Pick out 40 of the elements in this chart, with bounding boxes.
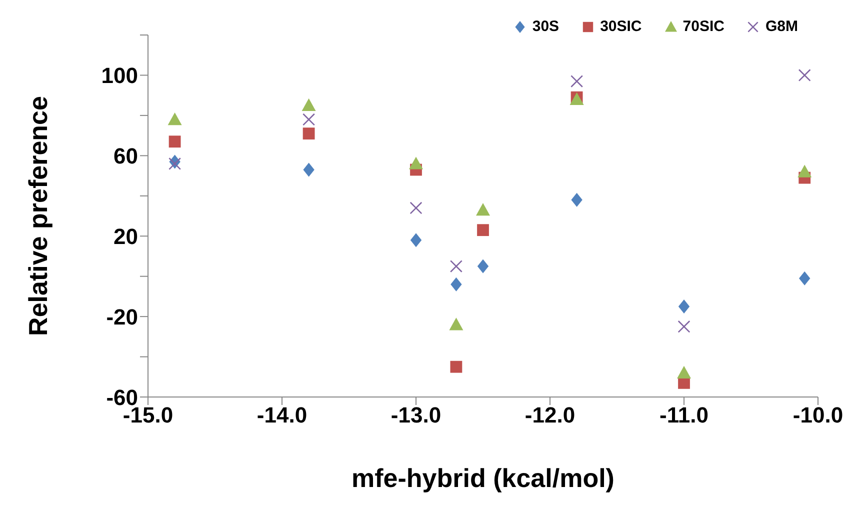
y-tick-label: -20 — [106, 304, 138, 330]
point — [302, 113, 316, 126]
point — [168, 112, 182, 126]
point — [168, 157, 182, 170]
legend-label: 30S — [532, 18, 560, 35]
point — [476, 202, 490, 216]
y-tick-label: 20 — [114, 224, 138, 249]
point — [571, 192, 582, 207]
point — [449, 318, 464, 330]
point — [798, 68, 811, 82]
y-axis-title: Relative preference — [23, 96, 54, 336]
point — [477, 224, 489, 236]
point — [450, 277, 462, 292]
legend-label: 30SIC — [600, 18, 642, 35]
point — [303, 162, 314, 177]
x-axis-title: mfe-hybrid (kcal/mol) — [352, 463, 614, 493]
point — [450, 260, 462, 273]
point — [678, 300, 690, 314]
point — [799, 271, 810, 286]
point — [570, 75, 584, 88]
x-tick-label: -13.0 — [390, 402, 442, 428]
x-tick-label: -14.0 — [256, 402, 308, 428]
point — [798, 164, 812, 178]
point — [410, 202, 422, 214]
legend-label: G8M — [765, 18, 798, 35]
y-tick-label: 60 — [114, 143, 138, 168]
point — [477, 259, 489, 274]
point — [168, 136, 181, 148]
point — [677, 366, 691, 378]
point — [450, 360, 462, 373]
point — [678, 320, 690, 333]
y-tick-label: 100 — [101, 63, 138, 88]
point — [410, 233, 422, 248]
point — [409, 156, 423, 170]
legend-label: 70SIC — [682, 18, 724, 35]
x-tick-label: -11.0 — [660, 402, 708, 428]
x-tick-label: -10.0 — [792, 402, 844, 428]
point — [302, 98, 316, 111]
point — [302, 128, 315, 140]
x-tick-label: -12.0 — [524, 402, 576, 428]
